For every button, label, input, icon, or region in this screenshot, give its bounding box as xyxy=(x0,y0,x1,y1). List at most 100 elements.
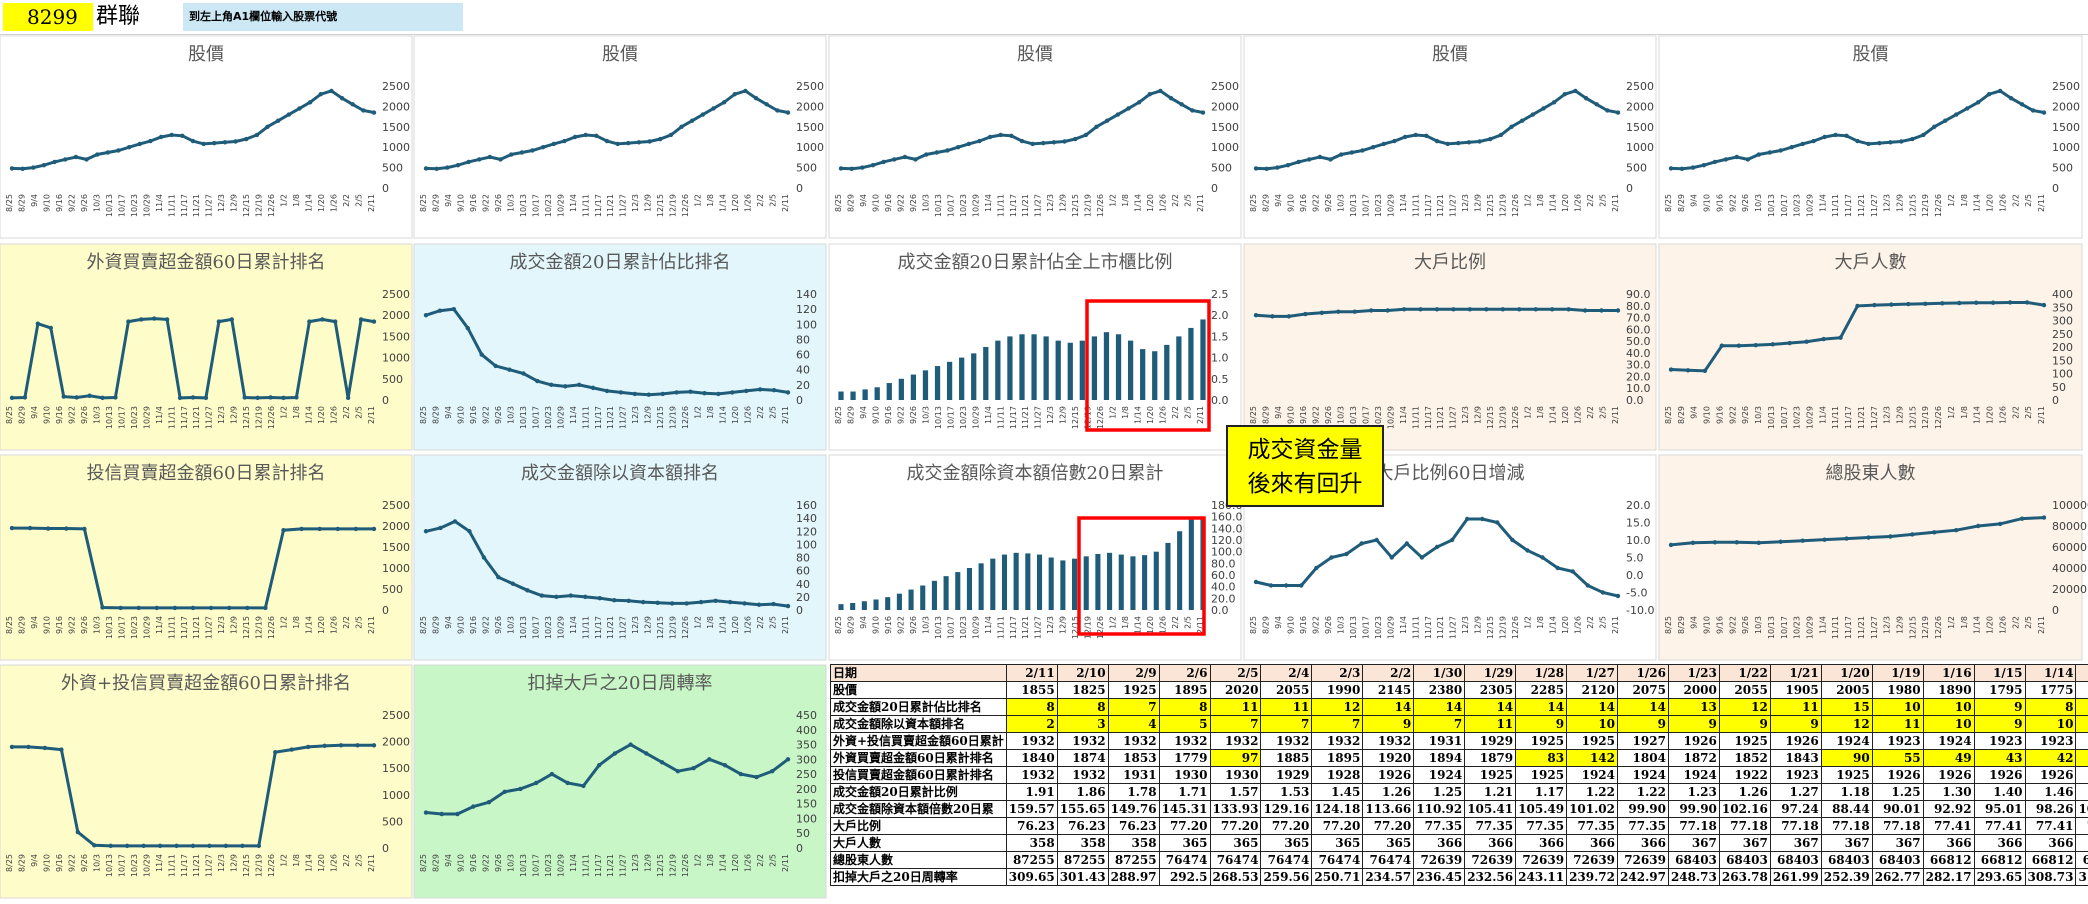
data-point xyxy=(785,757,791,762)
x-tick-label: 2/11 xyxy=(781,854,790,872)
value-cell: 68403 xyxy=(1667,851,1720,869)
data-point xyxy=(434,166,439,172)
value-cell: 77.18 xyxy=(1718,817,1771,835)
x-tick-label: 10/23 xyxy=(130,406,139,429)
x-tick-label: 11/4 xyxy=(155,616,164,634)
data-point xyxy=(1253,313,1259,318)
x-tick-label: 12/3 xyxy=(1883,616,1892,634)
data-point xyxy=(674,390,679,395)
x-tick-label: 10/13 xyxy=(1349,406,1358,429)
x-tick-label: 11/21 xyxy=(1857,406,1866,429)
x-tick-label: 9/26 xyxy=(80,194,89,212)
data-point xyxy=(1051,140,1057,145)
data-point xyxy=(355,743,360,748)
x-tick-label: 2/5 xyxy=(769,854,778,867)
value-cell: 142 xyxy=(1566,749,1619,767)
value-cell: 1825 xyxy=(1056,681,1109,699)
x-tick-label: 2/5 xyxy=(769,616,778,629)
x-tick-label: 11/11 xyxy=(1411,406,1420,429)
data-point xyxy=(1855,138,1860,144)
x-tick-label: 2/2 xyxy=(1586,616,1595,629)
y-tick-label: 0 xyxy=(1211,182,1218,195)
data-point xyxy=(455,811,460,817)
bar xyxy=(1115,334,1122,400)
data-point xyxy=(913,157,918,162)
y-tick-label: 500 xyxy=(1626,162,1647,175)
data-point xyxy=(632,391,638,397)
data-point xyxy=(1413,132,1418,138)
x-tick-label: 12/9 xyxy=(230,406,239,424)
data-point xyxy=(1599,308,1604,313)
x-tick-label: 10/13 xyxy=(1349,616,1358,639)
x-tick-label: 11/27 xyxy=(619,854,628,877)
x-tick-label: 1/8 xyxy=(1536,616,1545,629)
x-tick-label: 1/2 xyxy=(1947,194,1956,207)
value-cell: 13 xyxy=(1667,698,1720,716)
value-cell: 9 xyxy=(1515,715,1568,733)
x-tick-label: 9/22 xyxy=(896,406,905,424)
x-tick-label: 1/20 xyxy=(731,406,740,424)
y-tick-label: 2000 xyxy=(796,100,824,113)
value-cell: 12 xyxy=(1718,698,1771,716)
x-tick-label: 9/4 xyxy=(444,854,453,867)
bar xyxy=(1001,554,1008,610)
data-point xyxy=(1562,91,1567,97)
value-cell: 14 xyxy=(1566,698,1619,716)
x-tick-label: 9/10 xyxy=(1286,616,1295,634)
value-cell: 1928 xyxy=(1311,766,1364,784)
value-cell: 14 xyxy=(1464,698,1517,716)
stock-code-cell[interactable]: 8299 xyxy=(3,3,93,31)
value-cell: 365 xyxy=(1362,834,1415,852)
x-tick-label: 12/26 xyxy=(267,616,276,639)
x-tick-label: 12/26 xyxy=(1934,406,1943,429)
data-point xyxy=(838,166,844,171)
bar xyxy=(885,597,891,610)
y-tick-label: 0.0 xyxy=(1211,604,1229,617)
bar xyxy=(908,589,914,610)
y-tick-label: 2000 xyxy=(1211,100,1239,113)
x-tick-label: 1/2 xyxy=(1524,406,1533,419)
data-point xyxy=(1359,541,1364,546)
x-tick-label: 12/19 xyxy=(1921,406,1930,429)
x-tick-label: 9/10 xyxy=(1286,406,1295,424)
x-tick-label: 10/17 xyxy=(531,854,540,877)
data-point xyxy=(1570,569,1575,574)
data-point xyxy=(245,605,250,611)
data-point xyxy=(1787,340,1792,346)
y-tick-label: 300 xyxy=(796,753,817,766)
x-tick-label: 12/19 xyxy=(1921,616,1930,639)
x-tick-label: 11/4 xyxy=(1818,194,1827,212)
x-tick-label: 12/3 xyxy=(217,616,226,634)
x-tick-label: 1/8 xyxy=(1121,194,1130,207)
value-cell: 309.65 xyxy=(1005,868,1058,886)
date-cell: 1/27 xyxy=(1566,664,1619,682)
x-tick-label: 1/20 xyxy=(1146,406,1155,424)
x-tick-label: 12/26 xyxy=(1934,194,1943,217)
x-tick-label: 2/11 xyxy=(1196,194,1205,212)
y-tick-label: 500 xyxy=(382,373,403,386)
bar xyxy=(1188,519,1194,610)
table-row: 外資買賣超金額60日累計排名 1840 1874 1853 1779 97 1885 1895… xyxy=(830,749,2088,767)
x-tick-label: 1/2 xyxy=(1109,194,1118,207)
bar xyxy=(1072,558,1078,610)
data-point xyxy=(1477,139,1482,144)
bar xyxy=(1200,319,1206,400)
data-point xyxy=(771,387,777,393)
value-cell: 77.41 xyxy=(1973,817,2026,835)
data-point xyxy=(1434,307,1440,312)
data-point xyxy=(207,843,212,849)
y-tick-label: 60 xyxy=(796,565,810,578)
data-point xyxy=(299,526,304,532)
x-tick-label: 11/17 xyxy=(180,854,189,877)
data-point xyxy=(222,140,228,145)
data-point xyxy=(1770,342,1775,347)
x-tick-label: 10/29 xyxy=(142,194,151,217)
x-tick-label: 2/2 xyxy=(1586,194,1595,207)
data-point xyxy=(1484,307,1489,312)
data-point xyxy=(63,157,68,162)
value-cell: 1.22 xyxy=(1617,783,1669,801)
y-tick-label: 80 xyxy=(796,552,810,565)
y-tick-label: 0 xyxy=(382,182,389,195)
x-tick-label: 2/2 xyxy=(2011,616,2020,629)
x-tick-label: 8/25 xyxy=(834,406,843,424)
